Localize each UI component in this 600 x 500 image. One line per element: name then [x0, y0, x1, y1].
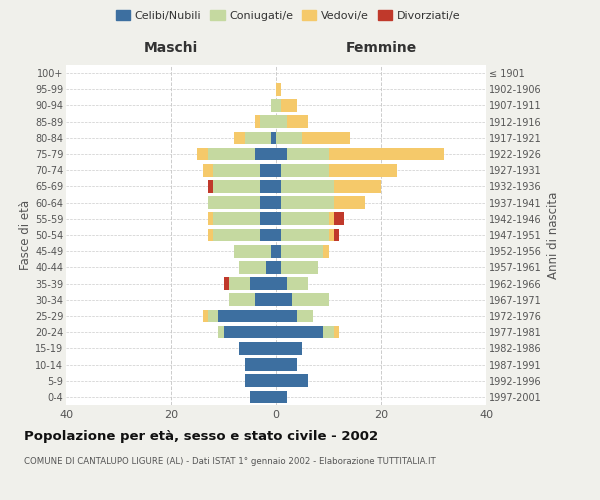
Bar — [276, 342, 302, 354]
Bar — [213, 212, 260, 225]
Bar — [260, 180, 276, 192]
Bar — [281, 245, 323, 258]
Bar — [208, 228, 213, 241]
Bar — [276, 390, 287, 403]
Bar — [208, 310, 218, 322]
Bar — [281, 261, 318, 274]
Bar — [329, 164, 397, 176]
Bar — [329, 228, 334, 241]
Bar — [281, 99, 297, 112]
Bar — [223, 326, 276, 338]
Bar — [276, 132, 302, 144]
Bar — [287, 148, 329, 160]
Bar — [323, 245, 329, 258]
Bar — [276, 278, 287, 290]
Bar — [276, 294, 292, 306]
Bar — [260, 164, 276, 176]
Bar — [208, 212, 213, 225]
Bar — [302, 132, 349, 144]
Bar — [245, 374, 276, 387]
Bar — [245, 358, 276, 371]
Bar — [276, 326, 323, 338]
Bar — [334, 326, 339, 338]
Bar — [276, 99, 281, 112]
Bar — [234, 245, 271, 258]
Bar — [208, 180, 213, 192]
Bar — [329, 148, 444, 160]
Bar — [271, 132, 276, 144]
Bar — [276, 358, 297, 371]
Text: Maschi: Maschi — [144, 42, 198, 56]
Bar — [260, 212, 276, 225]
Bar — [250, 278, 276, 290]
Y-axis label: Fasce di età: Fasce di età — [19, 200, 32, 270]
Bar — [213, 228, 260, 241]
Bar — [276, 116, 287, 128]
Bar — [334, 180, 381, 192]
Bar — [276, 212, 281, 225]
Bar — [276, 164, 281, 176]
Bar — [276, 180, 281, 192]
Bar — [287, 278, 308, 290]
Bar — [276, 83, 281, 96]
Bar — [271, 99, 276, 112]
Bar — [281, 164, 329, 176]
Bar — [271, 245, 276, 258]
Bar — [276, 148, 287, 160]
Bar — [260, 116, 276, 128]
Bar — [203, 164, 213, 176]
Bar — [281, 180, 334, 192]
Bar — [208, 148, 255, 160]
Bar — [265, 261, 276, 274]
Bar — [297, 310, 313, 322]
Bar — [281, 196, 334, 209]
Bar — [276, 261, 281, 274]
Bar — [213, 180, 260, 192]
Bar — [208, 196, 260, 209]
Y-axis label: Anni di nascita: Anni di nascita — [547, 192, 560, 278]
Bar — [276, 374, 308, 387]
Bar — [255, 294, 276, 306]
Bar — [276, 310, 297, 322]
Bar — [292, 294, 329, 306]
Bar — [229, 278, 250, 290]
Bar — [334, 196, 365, 209]
Legend: Celibi/Nubili, Coniugati/e, Vedovi/e, Divorziati/e: Celibi/Nubili, Coniugati/e, Vedovi/e, Di… — [112, 6, 464, 25]
Bar — [234, 132, 245, 144]
Bar — [197, 148, 208, 160]
Bar — [255, 148, 276, 160]
Bar — [276, 228, 281, 241]
Bar — [287, 116, 308, 128]
Bar — [203, 310, 208, 322]
Bar — [281, 228, 329, 241]
Bar — [260, 196, 276, 209]
Bar — [239, 342, 276, 354]
Bar — [245, 132, 271, 144]
Bar — [260, 228, 276, 241]
Bar — [218, 326, 223, 338]
Bar — [329, 212, 334, 225]
Bar — [229, 294, 255, 306]
Bar — [213, 164, 260, 176]
Bar — [334, 212, 344, 225]
Bar — [223, 278, 229, 290]
Bar — [218, 310, 276, 322]
Bar — [239, 261, 265, 274]
Bar — [281, 212, 329, 225]
Text: COMUNE DI CANTALUPO LIGURE (AL) - Dati ISTAT 1° gennaio 2002 - Elaborazione TUTT: COMUNE DI CANTALUPO LIGURE (AL) - Dati I… — [24, 458, 436, 466]
Bar — [334, 228, 339, 241]
Bar — [276, 245, 281, 258]
Bar — [250, 390, 276, 403]
Text: Femmine: Femmine — [346, 42, 416, 56]
Bar — [255, 116, 260, 128]
Bar — [323, 326, 334, 338]
Text: Popolazione per età, sesso e stato civile - 2002: Popolazione per età, sesso e stato civil… — [24, 430, 378, 443]
Bar — [276, 196, 281, 209]
